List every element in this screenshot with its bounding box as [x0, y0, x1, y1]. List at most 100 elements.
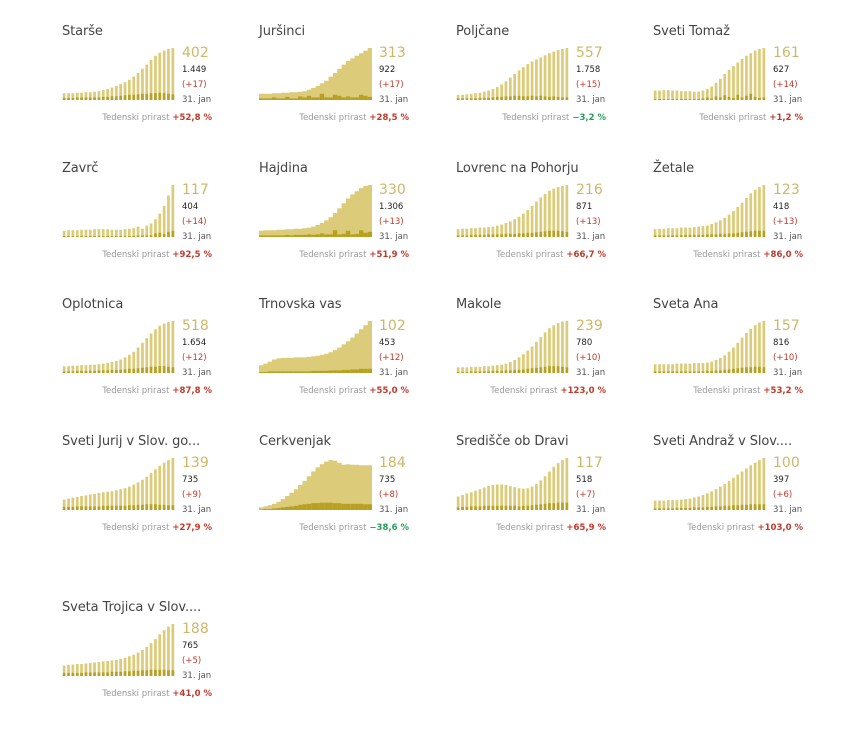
weekly-growth-label: Tedenski prirast: [102, 250, 170, 260]
daily-bar: [359, 368, 364, 373]
daily-bar: [706, 97, 709, 100]
cases-bar: [732, 66, 735, 100]
cases-bar: [522, 488, 525, 510]
cases-bar: [491, 226, 495, 237]
cases-bar: [167, 49, 170, 100]
cases-bar: [119, 229, 122, 237]
cases-bar: [461, 228, 464, 237]
daily-bar: [80, 370, 83, 373]
weekly-growth-label: Tedenski prirast: [102, 523, 170, 533]
daily-bar: [653, 508, 657, 510]
daily-bar: [280, 235, 285, 237]
daily-bar: [259, 98, 264, 100]
daily-bar: [119, 505, 122, 510]
daily-bar: [345, 96, 351, 100]
cases-bar: [688, 91, 692, 100]
daily-bar: [461, 235, 464, 237]
daily-bar: [758, 97, 761, 100]
cases-bar: [162, 630, 166, 676]
daily-bar: [530, 505, 534, 510]
municipality-name: Sveti Tomaž: [653, 24, 730, 39]
daily-bar: [701, 507, 705, 510]
daily-bar: [719, 97, 722, 100]
daily-bar: [136, 235, 140, 237]
daily-bar: [259, 235, 264, 237]
cases-bar: [530, 61, 534, 100]
daily-bar: [158, 232, 162, 237]
cases-bar: [469, 492, 473, 510]
cases-bar: [745, 198, 748, 237]
total-cases: 453: [379, 338, 396, 348]
daily-bar: [517, 233, 521, 237]
trend-chart: [456, 321, 569, 373]
cases-bar: [482, 91, 486, 100]
cases-bar: [662, 500, 666, 510]
daily-bar: [285, 506, 290, 510]
weekly-growth: Tedenski prirast +27,9 %: [102, 523, 212, 533]
cases-bar: [110, 660, 114, 676]
cases-bar: [561, 186, 564, 237]
daily-bar: [530, 232, 534, 237]
cases-bar: [93, 662, 96, 676]
cases-bar: [469, 93, 473, 100]
trend-chart: [62, 48, 175, 100]
active-cases-value: 123: [773, 182, 800, 198]
daily-bar: [298, 371, 303, 373]
daily-bar: [350, 503, 355, 510]
municipality-card: Sveti Tomaž 161 627 (+14) 31. jan Tedenski pr…: [653, 24, 843, 154]
daily-bar: [345, 230, 351, 237]
daily-bar: [714, 96, 718, 100]
daily-bar: [548, 503, 551, 510]
cases-bar: [75, 365, 79, 373]
cases-bar: [697, 496, 700, 510]
cases-bar: [136, 347, 140, 373]
cases-area: [259, 48, 372, 100]
cases-bar: [149, 643, 153, 676]
cases-bar: [723, 484, 727, 510]
cases-bar: [548, 471, 551, 510]
daily-bar: [513, 233, 516, 237]
daily-bar: [679, 507, 683, 510]
total-cases: 1.306: [379, 202, 404, 212]
daily-bar: [762, 504, 766, 510]
cases-bar: [495, 225, 499, 237]
daily-delta: (+15): [576, 80, 601, 90]
daily-bar: [132, 368, 136, 373]
daily-bar: [710, 506, 713, 510]
cases-bar: [93, 229, 96, 237]
daily-bar: [526, 368, 530, 373]
weekly-growth-value: +28,5 %: [369, 113, 409, 123]
daily-bar: [367, 96, 372, 100]
daily-bar: [740, 232, 744, 237]
cases-bar: [517, 488, 521, 510]
daily-bar: [128, 94, 131, 100]
cases-bar: [522, 67, 525, 100]
cases-bar: [71, 365, 75, 373]
weekly-growth-value: +66,7 %: [566, 250, 606, 260]
daily-bar: [158, 366, 162, 373]
daily-bar: [311, 234, 316, 237]
municipality-name: Trnovska vas: [259, 297, 342, 312]
cases-bar: [132, 484, 136, 510]
municipality-name: Lovrenc na Pohorju: [456, 161, 579, 176]
cases-bar: [461, 367, 464, 373]
cases-bar: [97, 492, 101, 510]
daily-bar: [315, 97, 320, 100]
daily-bar: [474, 234, 477, 237]
cases-bar: [132, 654, 136, 676]
cases-bar: [719, 486, 722, 510]
daily-bar: [701, 371, 705, 373]
cases-bar: [692, 497, 696, 510]
daily-bar: [315, 370, 320, 373]
cases-bar: [474, 366, 477, 373]
daily-bar: [469, 506, 473, 510]
daily-bar: [526, 96, 530, 100]
daily-bar: [332, 370, 338, 373]
daily-bar: [543, 231, 547, 237]
daily-bar: [285, 234, 290, 237]
daily-bar: [267, 235, 272, 237]
cases-bar: [75, 230, 79, 237]
trend-chart: [259, 460, 372, 510]
daily-bar: [662, 508, 666, 510]
daily-bar: [474, 98, 477, 100]
